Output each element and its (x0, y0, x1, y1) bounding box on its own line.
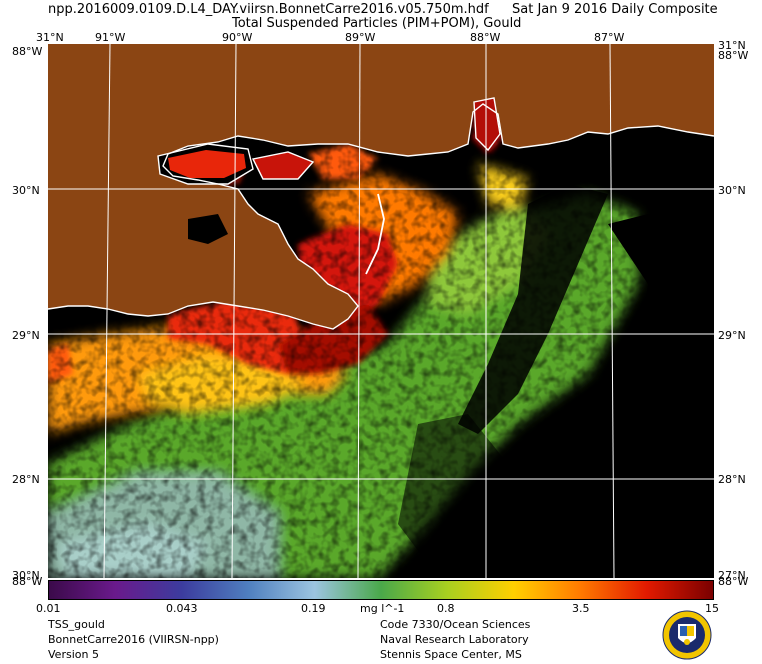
colorbar-units: mg l^-1 (360, 602, 405, 615)
composite-date: Sat Jan 9 2016 Daily Composite (512, 2, 718, 17)
corner-lat-bottom-left: 30°N (12, 569, 40, 582)
graticule (48, 44, 714, 578)
colorbar-tick-1: 0.043 (166, 602, 198, 615)
grid-lon-91w (103, 44, 111, 578)
tss-map (48, 44, 714, 578)
corner-lon-top-left: 88°W (12, 45, 43, 58)
corner-lon-bottom-left: 88°W (12, 575, 43, 588)
lon-label-top-91w: 91°W (95, 31, 126, 44)
lon-label-top-87w: 87°W (594, 31, 625, 44)
lon-label-top-90w: 90°W (222, 31, 253, 44)
footer-org-name: Naval Research Laboratory (380, 633, 529, 646)
colorbar-gradient (49, 581, 713, 599)
lake-pontchartrain-sediment (168, 150, 246, 178)
lat-label-right-28n: 28°N (718, 473, 746, 486)
footer-product-name: TSS_gould (48, 618, 105, 631)
colorbar-tick-5: 15 (705, 602, 719, 615)
colorbar-tick-3: 0.8 (437, 602, 455, 615)
corner-lat-top-left: 31°N (36, 31, 64, 44)
lat-label-left-29n: 29°N (12, 329, 40, 342)
lake-borgne (253, 152, 313, 179)
lat-label-right-29n: 29°N (718, 329, 746, 342)
footer-org-code: Code 7330/Ocean Sciences (380, 618, 531, 631)
footer-version: Version 5 (48, 648, 99, 661)
corner-lon-top-right: 88°W (718, 49, 749, 62)
land-mask (48, 44, 714, 329)
grid-lon-90w (231, 44, 237, 578)
nrl-seal-logo (662, 610, 712, 660)
colorbar-tick-4: 3.5 (572, 602, 590, 615)
lat-label-right-30n: 30°N (718, 184, 746, 197)
colorbar-tick-2: 0.19 (301, 602, 326, 615)
footer-dataset: BonnetCarre2016 (VIIRSN-npp) (48, 633, 219, 646)
corner-lon-bottom-right: 88°W (718, 575, 749, 588)
corner-lat-top-right: 31°N (718, 39, 746, 52)
colorbar (48, 580, 714, 600)
product-title: Total Suspended Particles (PIM+POM), Gou… (232, 16, 522, 31)
coastline (48, 97, 714, 330)
barataria-bay (188, 214, 228, 244)
lon-label-top-89w: 89°W (345, 31, 376, 44)
corner-lat-bottom-right: 27°N (718, 569, 746, 582)
lon-label-top-88w: 88°W (470, 31, 501, 44)
nodata-patches (398, 184, 714, 578)
grid-lon-89w (357, 44, 361, 578)
lat-label-left-30n: 30°N (12, 184, 40, 197)
footer-org-location: Stennis Space Center, MS (380, 648, 522, 661)
file-name: npp.2016009.0109.D.L4_DAY.viirsn.BonnetC… (48, 2, 489, 17)
lat-label-left-28n: 28°N (12, 473, 40, 486)
grid-lon-87w (609, 44, 615, 578)
colorbar-tick-0: 0.01 (36, 602, 61, 615)
